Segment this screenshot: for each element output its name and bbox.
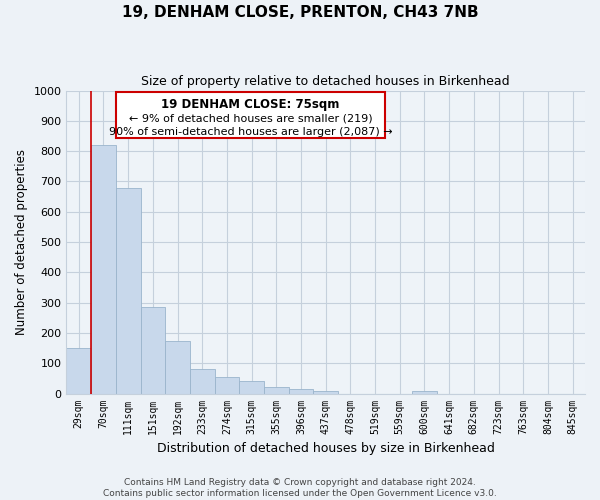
Bar xyxy=(140,307,165,394)
Text: 19, DENHAM CLOSE, PRENTON, CH43 7NB: 19, DENHAM CLOSE, PRENTON, CH43 7NB xyxy=(122,5,478,20)
Bar xyxy=(264,387,289,394)
Text: 19 DENHAM CLOSE: 75sqm: 19 DENHAM CLOSE: 75sqm xyxy=(161,98,340,111)
Bar xyxy=(313,391,338,394)
Text: ← 9% of detached houses are smaller (219): ← 9% of detached houses are smaller (219… xyxy=(129,114,373,124)
Text: 90% of semi-detached houses are larger (2,087) →: 90% of semi-detached houses are larger (… xyxy=(109,127,392,137)
Y-axis label: Number of detached properties: Number of detached properties xyxy=(15,149,28,335)
Bar xyxy=(412,391,437,394)
FancyBboxPatch shape xyxy=(116,92,385,138)
Bar xyxy=(91,145,116,394)
Title: Size of property relative to detached houses in Birkenhead: Size of property relative to detached ho… xyxy=(142,75,510,88)
Bar xyxy=(116,188,140,394)
Bar xyxy=(190,370,215,394)
Bar xyxy=(289,390,313,394)
Bar xyxy=(165,340,190,394)
X-axis label: Distribution of detached houses by size in Birkenhead: Distribution of detached houses by size … xyxy=(157,442,494,455)
Bar xyxy=(67,348,91,394)
Bar xyxy=(239,381,264,394)
Bar xyxy=(215,377,239,394)
Text: Contains HM Land Registry data © Crown copyright and database right 2024.
Contai: Contains HM Land Registry data © Crown c… xyxy=(103,478,497,498)
